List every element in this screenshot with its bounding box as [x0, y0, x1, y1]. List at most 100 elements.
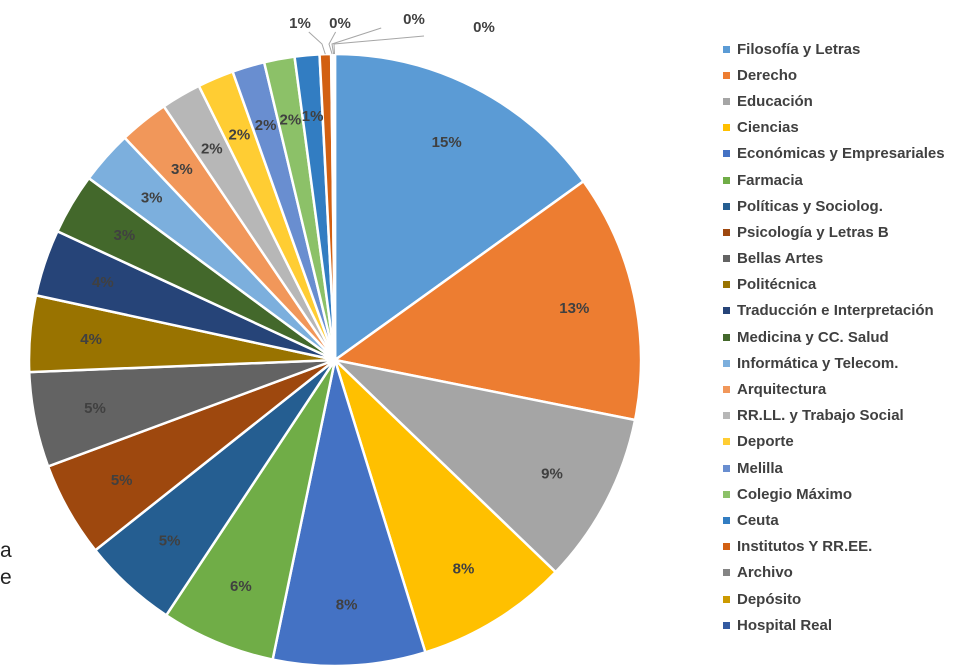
legend-item-archivo: Archivo: [723, 560, 945, 586]
legend-item-melilla: Melilla: [723, 455, 945, 481]
legend-swatch: [723, 595, 730, 603]
legend-swatch: [723, 412, 730, 420]
legend-label: Económicas y Empresariales: [737, 145, 945, 163]
slice-label-traduccion-e-interpretacion: 4%: [92, 274, 114, 291]
legend-item-politecnica: Politécnica: [723, 272, 945, 298]
legend-swatch: [723, 438, 730, 446]
slice-label-farmacia: 6%: [230, 578, 252, 595]
legend-swatch: [723, 359, 730, 367]
slice-label-informatica-y-telecom: 3%: [141, 190, 163, 207]
legend-swatch: [723, 543, 730, 551]
legend-item-traduccion-e-interpretacion: Traducción e Interpretación: [723, 298, 945, 324]
legend: Filosofía y Letras Derecho Educación Cienci…: [723, 36, 945, 638]
legend-label: Farmacia: [737, 171, 803, 189]
slice-label-ceuta: 1%: [302, 108, 324, 125]
legend-label: Psicología y Letras B: [737, 223, 889, 241]
legend-swatch: [723, 386, 730, 394]
slice-label-archivo: 0%: [329, 15, 351, 32]
legend-label: Ceuta: [737, 511, 779, 529]
slice-label-ciencias: 8%: [453, 560, 475, 577]
slice-label-politicas-y-sociolog: 5%: [159, 532, 181, 549]
legend-item-farmacia: Farmacia: [723, 167, 945, 193]
pie-slices: [27, 52, 643, 668]
legend-swatch: [723, 124, 730, 132]
leader-line-deposito: [331, 27, 382, 55]
slice-label-arquitectura: 3%: [171, 161, 193, 178]
legend-swatch: [723, 333, 730, 341]
legend-item-economicas-y-empresariales: Económicas y Empresariales: [723, 141, 945, 167]
legend-label: RR.LL. y Trabajo Social: [737, 407, 904, 425]
legend-item-hospital-real: Hospital Real: [723, 612, 945, 638]
slice-label-derecho: 13%: [559, 300, 589, 317]
legend-label: Hospital Real: [737, 616, 833, 634]
leader-lines: [308, 27, 425, 55]
legend-item-bellas-artes: Bellas Artes: [723, 246, 945, 272]
pie-slice-derecho: [331, 179, 643, 422]
slice-label-psicologia-y-letras-b: 5%: [111, 472, 133, 489]
legend-swatch: [723, 202, 730, 210]
leader-line-archivo: [328, 31, 337, 55]
legend-swatch: [723, 71, 730, 79]
legend-label: Ciencias: [737, 119, 799, 137]
legend-swatch: [723, 464, 730, 472]
legend-label: Medicina y CC. Salud: [737, 328, 889, 346]
legend-item-rr-ll-y-trabajo-social: RR.LL. y Trabajo Social: [723, 403, 945, 429]
legend-swatch: [723, 621, 730, 629]
legend-swatch: [723, 97, 730, 105]
slice-label-hospital-real: 0%: [473, 19, 495, 36]
legend-item-colegio-maximo: Colegio Máximo: [723, 481, 945, 507]
slice-label-educacion: 9%: [541, 465, 563, 482]
legend-item-psicologia-y-letras-b: Psicología y Letras B: [723, 219, 945, 245]
legend-item-informatica-y-telecom: Informática y Telecom.: [723, 350, 945, 376]
legend-item-derecho: Derecho: [723, 62, 945, 88]
legend-swatch: [723, 255, 730, 263]
legend-label: Institutos Y RR.EE.: [737, 538, 873, 556]
leader-line-institutos-y-rr-ee: [308, 31, 326, 55]
slice-label-medicina-y-cc-salud: 3%: [114, 227, 136, 244]
slice-label-bellas-artes: 5%: [84, 400, 106, 417]
slice-label-deposito: 0%: [403, 11, 425, 28]
slice-label-politecnica: 4%: [80, 331, 102, 348]
slice-label-deporte: 2%: [229, 127, 251, 144]
legend-label: Arquitectura: [737, 381, 827, 399]
legend-label: Educación: [737, 92, 813, 110]
slice-label-colegio-maximo: 2%: [280, 111, 302, 128]
legend-swatch: [723, 516, 730, 524]
pie-slice-educacion: [331, 357, 637, 574]
slice-label-economicas-y-empresariales: 8%: [336, 597, 358, 614]
legend-label: Bellas Artes: [737, 250, 824, 268]
pie-slice-economicas-y-empresariales: [271, 359, 427, 668]
legend-label: Deporte: [737, 433, 794, 451]
legend-label: Derecho: [737, 66, 798, 84]
cut-off-text-line-1: a: [0, 539, 12, 562]
legend-label: Filosofía y Letras: [737, 40, 861, 58]
legend-swatch: [723, 307, 730, 315]
slice-label-institutos-y-rr-ee: 1%: [289, 15, 311, 32]
legend-swatch: [723, 150, 730, 158]
legend-label: Colegio Máximo: [737, 485, 853, 503]
slice-label-melilla: 2%: [255, 117, 277, 134]
pie-slice-ciencias: [333, 359, 558, 654]
legend-swatch: [723, 176, 730, 184]
leader-line-hospital-real: [333, 35, 425, 55]
slice-label-filosofia-y-letras: 15%: [432, 134, 462, 151]
legend-item-arquitectura: Arquitectura: [723, 376, 945, 402]
legend-swatch: [723, 228, 730, 236]
pie-slice-hospital-real: [332, 52, 337, 361]
slice-label-rr-ll-y-trabajo-social: 2%: [201, 140, 223, 157]
legend-item-deposito: Depósito: [723, 586, 945, 612]
legend-item-ceuta: Ceuta: [723, 507, 945, 533]
slice-labels: 15%13%9%8%8%6%5%5%5%4%4%3%3%3%2%2%2% 2% 1%…: [80, 11, 589, 614]
legend-item-institutos-y-rr-ee: Institutos Y RR.EE.: [723, 534, 945, 560]
legend-label: Melilla: [737, 459, 783, 477]
legend-item-ciencias: Ciencias: [723, 115, 945, 141]
legend-swatch: [723, 490, 730, 498]
legend-swatch: [723, 281, 730, 289]
legend-swatch: [723, 45, 730, 53]
legend-label: Traducción e Interpretación: [737, 302, 934, 320]
pie-slice-filosofia-y-letras: [333, 52, 586, 363]
pie-chart: 15%13%9%8%8%6%5%5%5%4%4%3%3%3%2%2%2% 2% 1%…: [27, 11, 643, 668]
legend-label: Archivo: [737, 564, 793, 582]
legend-item-medicina-y-cc-salud: Medicina y CC. Salud: [723, 324, 945, 350]
legend-item-deporte: Deporte: [723, 429, 945, 455]
